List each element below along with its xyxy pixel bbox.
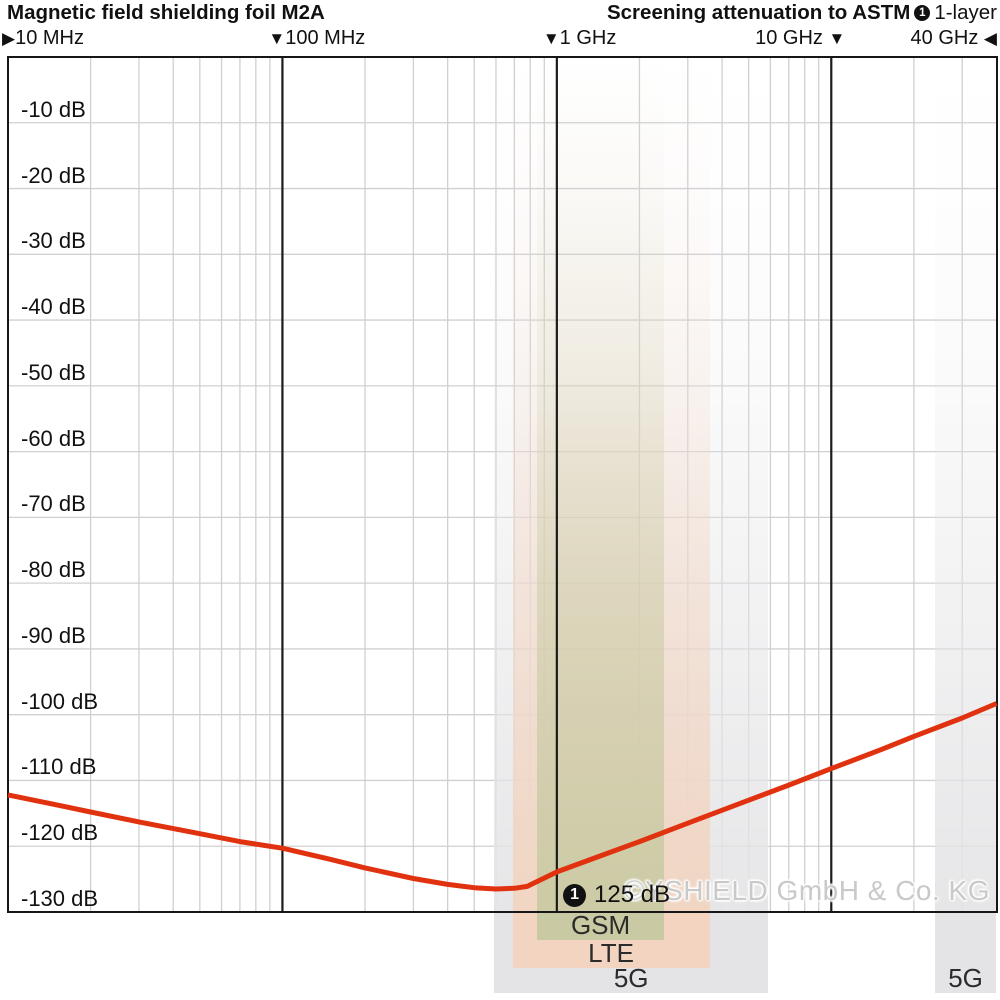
chart-title-right: Screening attenuation to ASTM 1 1-layer xyxy=(607,1,997,25)
y-tick-label: -80 dB xyxy=(21,557,86,583)
y-tick-label: -30 dB xyxy=(21,228,86,254)
watermark: ©YSHIELD GmbH & Co. KG xyxy=(623,875,990,906)
band-5g xyxy=(934,57,997,993)
curve-m2a xyxy=(7,701,998,892)
band-gsm xyxy=(537,57,664,940)
y-tick-label: -20 dB xyxy=(21,162,86,188)
layer-note: 1-layer xyxy=(934,1,997,24)
triangle-icon: ◀ xyxy=(983,28,997,48)
y-tick-label: -100 dB xyxy=(21,688,99,714)
y-tick-label: -120 dB xyxy=(21,820,99,846)
triangle-icon: ▼ xyxy=(268,28,286,48)
band-label-5g: 5G xyxy=(613,963,649,993)
layer-marker-icon: 1 xyxy=(914,5,931,21)
x-tick-10-ghz: 10 GHz ▼ xyxy=(755,26,846,49)
chart-title-left: Magnetic field shielding foil M2A xyxy=(7,1,325,24)
x-tick-10-mhz: ▶ 10 MHz xyxy=(2,26,84,49)
y-tick-label: -110 dB xyxy=(21,754,97,780)
annotation-value: 125 dB xyxy=(594,881,671,909)
triangle-icon: ▶ xyxy=(2,28,16,48)
band-label-lte: LTE xyxy=(588,938,634,968)
y-tick-label: -50 dB xyxy=(21,359,86,385)
x-tick-100-mhz: ▼ 100 MHz xyxy=(268,26,366,49)
y-tick-label: -70 dB xyxy=(21,491,86,517)
x-tick-1-ghz: ▼ 1 GHz xyxy=(542,26,617,49)
annotation-marker-icon: 1 xyxy=(563,883,587,907)
y-tick-label: -60 dB xyxy=(21,425,86,451)
band-label-gsm: GSM xyxy=(570,910,631,940)
y-tick-label: -10 dB xyxy=(21,96,86,122)
triangle-icon: ▼ xyxy=(542,28,560,48)
y-tick-label: -40 dB xyxy=(21,294,86,320)
chart-title-right-text: Screening attenuation to ASTM xyxy=(606,1,911,24)
triangle-icon: ▼ xyxy=(828,28,846,48)
x-tick-40-ghz: 40 GHz ◀ xyxy=(910,26,997,49)
annotation-125db: 1 125 dB xyxy=(563,881,670,909)
plot-border xyxy=(6,55,998,914)
y-tick-label: -90 dB xyxy=(21,622,86,648)
y-tick-label: -130 dB xyxy=(21,886,99,911)
band-label-5g: 5G xyxy=(948,963,983,993)
